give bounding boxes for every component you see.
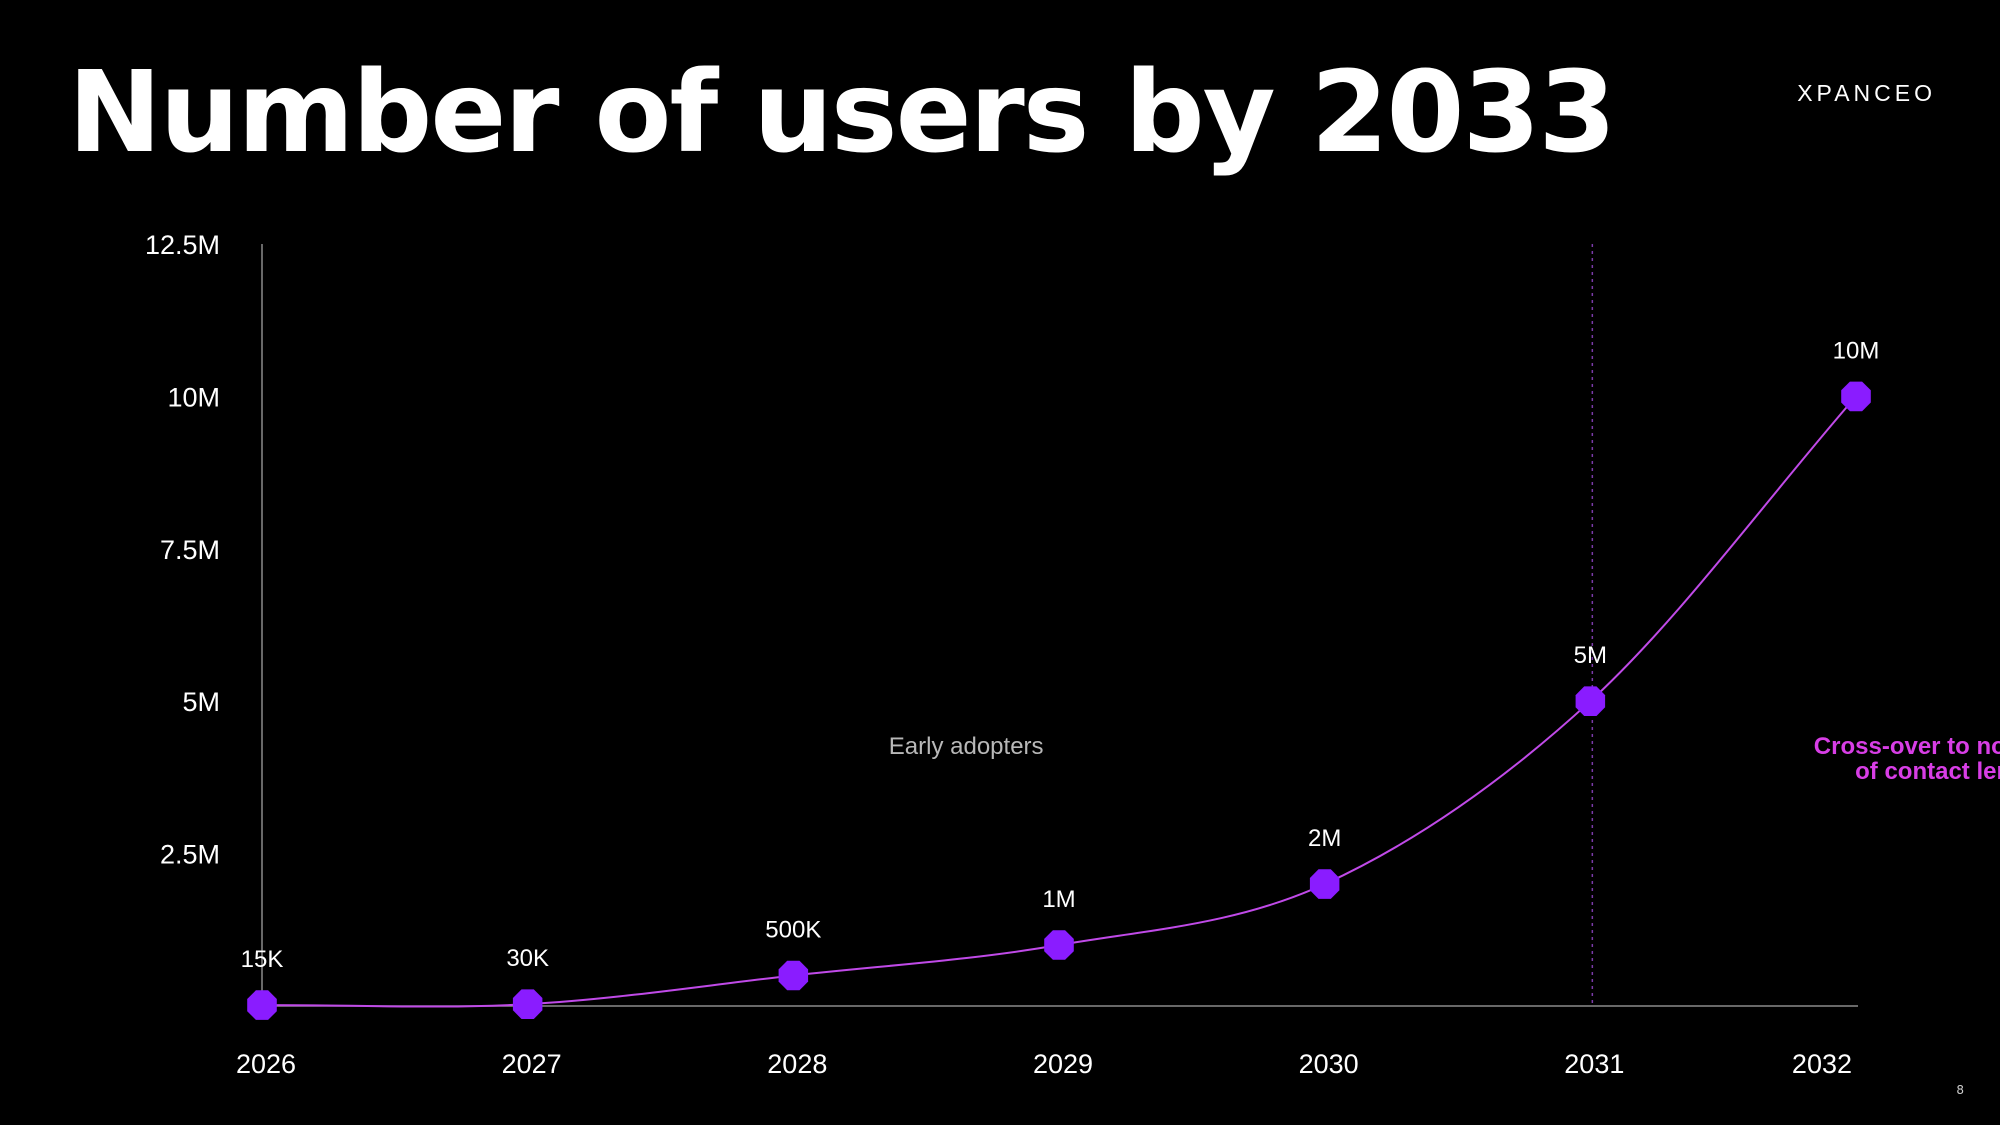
page-title: Number of users by 2033 bbox=[68, 48, 1616, 178]
x-tick-label: 2028 bbox=[767, 1049, 827, 1079]
data-label: 15K bbox=[241, 946, 284, 973]
data-label: 500K bbox=[765, 917, 821, 944]
data-point bbox=[1309, 869, 1340, 899]
data-point bbox=[1575, 686, 1606, 716]
y-tick-label: 7.5M bbox=[160, 535, 220, 565]
annotation-crossover-line: of contact lenses bbox=[1855, 758, 2000, 785]
data-point bbox=[1044, 930, 1074, 960]
y-axis-ticks: 2.5M 5M 7.5M 10M 12.5M bbox=[145, 230, 220, 870]
y-tick-label: 2.5M bbox=[160, 840, 220, 870]
y-tick-label: 12.5M bbox=[145, 230, 220, 260]
data-point bbox=[1841, 381, 1871, 412]
data-point bbox=[778, 960, 809, 991]
x-tick-label: 2026 bbox=[236, 1049, 296, 1079]
annotation-early-adopters: Early adopters bbox=[889, 733, 1044, 760]
data-point bbox=[247, 990, 277, 1020]
data-label: 5M bbox=[1574, 642, 1607, 669]
data-label: 1M bbox=[1042, 886, 1075, 913]
data-label: 2M bbox=[1308, 825, 1341, 852]
x-tick-label: 2031 bbox=[1564, 1049, 1624, 1079]
brand-logo: XPANCEO bbox=[1797, 80, 1936, 106]
x-tick-label: 2030 bbox=[1299, 1049, 1359, 1079]
series-line-group bbox=[261, 395, 1857, 1008]
data-labels: 15K 30K 500K 1M 2M 5M 10M bbox=[241, 337, 1880, 973]
page-number: 8 bbox=[1956, 1083, 1964, 1097]
x-axis-ticks: 2026 2027 2028 2029 2030 2031 2032 bbox=[236, 1049, 1852, 1079]
y-tick-label: 10M bbox=[167, 382, 220, 412]
annotations: Early adopters Cross-over to non-usersof … bbox=[889, 733, 2000, 785]
data-label: 10M bbox=[1833, 337, 1880, 364]
x-tick-label: 2032 bbox=[1792, 1049, 1852, 1079]
data-points bbox=[247, 381, 1871, 1020]
y-tick-label: 5M bbox=[182, 687, 220, 717]
series-line bbox=[261, 395, 1857, 1008]
data-point bbox=[512, 989, 543, 1019]
x-tick-label: 2029 bbox=[1033, 1049, 1093, 1079]
data-label: 30K bbox=[506, 945, 549, 972]
x-tick-label: 2027 bbox=[502, 1049, 562, 1079]
annotation-crossover-line: Cross-over to non-users bbox=[1814, 733, 2000, 760]
